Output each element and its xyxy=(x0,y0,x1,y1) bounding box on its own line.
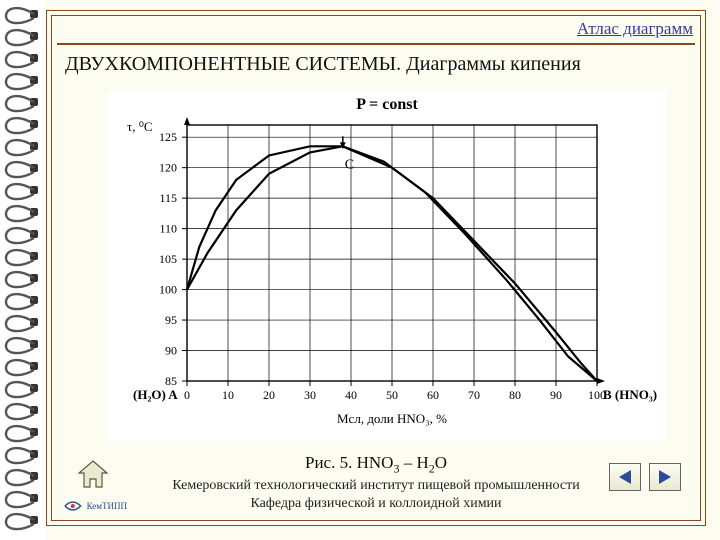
svg-text:B (HNO₃): B (HNO₃) xyxy=(603,387,657,402)
svg-text:100: 100 xyxy=(159,283,177,297)
svg-text:95: 95 xyxy=(165,313,177,327)
svg-text:40: 40 xyxy=(345,388,357,402)
footer-line2: Кафедра физической и коллоидной химии xyxy=(47,495,705,513)
svg-text:C: C xyxy=(345,157,354,172)
spiral-binding xyxy=(0,0,46,540)
svg-text:10: 10 xyxy=(222,388,234,402)
nav-arrows xyxy=(609,463,681,491)
svg-text:(H₂O) A: (H₂O) A xyxy=(133,387,178,402)
svg-text:85: 85 xyxy=(165,374,177,388)
svg-text:50: 50 xyxy=(386,388,398,402)
footer-line1: Кемеровский технологический институт пищ… xyxy=(47,477,705,495)
svg-text:125: 125 xyxy=(159,130,177,144)
arrow-left-icon xyxy=(619,470,631,484)
svg-text:120: 120 xyxy=(159,161,177,175)
institute-logo: КемТИПП xyxy=(63,493,127,519)
svg-text:60: 60 xyxy=(427,388,439,402)
svg-text:Мсл, доли HNO₃, %: Мсл, доли HNO₃, % xyxy=(337,411,447,426)
logo-text: КемТИПП xyxy=(87,501,127,511)
arrow-right-icon xyxy=(659,470,671,484)
card: Атлас диаграмм ДВУХКОМПОНЕНТНЫЕ СИСТЕМЫ.… xyxy=(46,10,706,526)
svg-text:P = const: P = const xyxy=(356,96,418,113)
header-link[interactable]: Атлас диаграмм xyxy=(577,19,693,39)
svg-text:90: 90 xyxy=(550,388,562,402)
header-rule xyxy=(57,43,695,45)
svg-text:90: 90 xyxy=(165,344,177,358)
caption-text: Рис. 5. HNO xyxy=(305,453,393,472)
caption-end: O xyxy=(435,453,447,472)
svg-text:τ, ⁰C: τ, ⁰C xyxy=(127,119,153,134)
svg-text:30: 30 xyxy=(304,388,316,402)
logo-icon xyxy=(63,496,83,516)
footer: Кемеровский технологический институт пищ… xyxy=(47,477,705,512)
caption-mid: – H xyxy=(399,453,428,472)
svg-text:0: 0 xyxy=(184,388,190,402)
svg-text:20: 20 xyxy=(263,388,275,402)
svg-text:70: 70 xyxy=(468,388,480,402)
svg-text:80: 80 xyxy=(509,388,521,402)
page-root: Атлас диаграмм ДВУХКОМПОНЕНТНЫЕ СИСТЕМЫ.… xyxy=(0,0,720,540)
svg-text:115: 115 xyxy=(159,191,177,205)
boiling-diagram-chart: 0102030405060708090100859095100105110115… xyxy=(107,91,667,441)
svg-text:110: 110 xyxy=(159,222,177,236)
page-title: ДВУХКОМПОНЕНТНЫЕ СИСТЕМЫ. Диаграммы кипе… xyxy=(65,53,581,76)
svg-text:105: 105 xyxy=(159,252,177,266)
figure-caption: Рис. 5. HNO3 – H2O xyxy=(47,453,705,476)
home-icon xyxy=(79,461,107,487)
next-button[interactable] xyxy=(649,463,681,491)
prev-button[interactable] xyxy=(609,463,641,491)
home-button[interactable] xyxy=(75,459,111,491)
